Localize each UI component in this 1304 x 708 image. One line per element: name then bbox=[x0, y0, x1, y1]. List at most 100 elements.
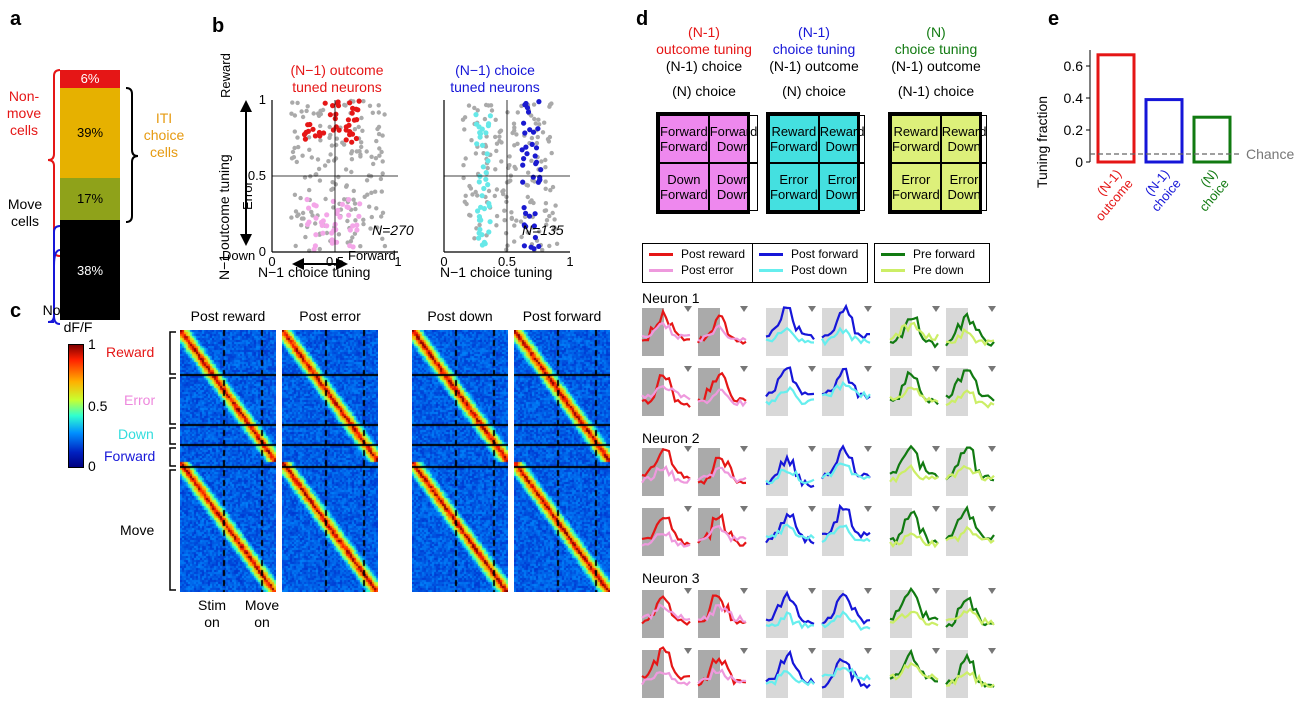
gray-point bbox=[472, 236, 477, 241]
move-marker bbox=[988, 446, 996, 452]
gray-point bbox=[503, 231, 509, 236]
gray-point bbox=[315, 157, 321, 162]
gray-point bbox=[475, 193, 480, 198]
trace-line bbox=[697, 466, 747, 484]
stim-window bbox=[822, 508, 844, 556]
gray-point bbox=[292, 113, 298, 118]
trace-line bbox=[765, 366, 815, 398]
gray-point bbox=[352, 231, 358, 236]
move-marker bbox=[864, 588, 872, 594]
trace-line bbox=[945, 596, 995, 628]
tuned-point bbox=[356, 213, 362, 219]
tuned-point bbox=[475, 208, 481, 214]
gray-point bbox=[502, 208, 507, 213]
gray-point bbox=[494, 187, 500, 192]
gray-point bbox=[512, 143, 517, 148]
tuned-point bbox=[339, 201, 345, 207]
c-col-title-1: Post reward bbox=[190, 308, 266, 324]
tuned-point bbox=[349, 110, 355, 116]
tuned-point bbox=[484, 151, 490, 157]
gray-point bbox=[322, 163, 328, 168]
gray-point bbox=[369, 154, 374, 159]
tuned-point bbox=[331, 227, 337, 233]
gray-point bbox=[537, 229, 542, 234]
move-marker bbox=[808, 366, 816, 372]
tuned-point bbox=[487, 113, 493, 119]
trace-line bbox=[945, 670, 995, 689]
b-forward: Forward bbox=[348, 248, 396, 263]
tuned-point bbox=[310, 126, 316, 132]
gray-point bbox=[379, 189, 384, 194]
move-marker bbox=[932, 648, 940, 654]
gray-point bbox=[504, 199, 509, 204]
move-marker bbox=[740, 506, 748, 512]
matrix-cell: Error Down bbox=[940, 163, 988, 211]
arrow-head-up bbox=[240, 100, 252, 112]
gray-point bbox=[519, 234, 524, 240]
tuned-point bbox=[483, 170, 489, 176]
trace-line bbox=[641, 321, 691, 341]
tuned-point bbox=[343, 137, 349, 143]
trace-line bbox=[641, 646, 691, 681]
tuned-point bbox=[316, 129, 322, 136]
gray-point bbox=[518, 219, 524, 224]
tuned-point bbox=[354, 227, 360, 233]
trace-line bbox=[697, 371, 747, 403]
gray-point bbox=[543, 179, 548, 184]
b-reward: Reward bbox=[218, 53, 233, 98]
move-marker bbox=[864, 306, 872, 312]
gray-point bbox=[553, 203, 558, 208]
gray-point bbox=[353, 218, 358, 223]
arrow-head-down bbox=[240, 234, 252, 246]
stim-window bbox=[698, 448, 720, 496]
tuned-point bbox=[347, 129, 353, 135]
neuron-1-label: Neuron 1 bbox=[642, 290, 700, 306]
trace-line bbox=[641, 603, 691, 621]
gray-point bbox=[494, 213, 500, 219]
trace-line bbox=[821, 380, 871, 400]
gray-point bbox=[350, 235, 355, 240]
gray-point bbox=[494, 148, 499, 154]
tuned-point bbox=[346, 197, 352, 203]
gray-point bbox=[374, 138, 379, 144]
bar-segment: 38% bbox=[60, 220, 120, 320]
gray-point bbox=[536, 117, 541, 122]
move-marker bbox=[684, 648, 692, 654]
gray-point bbox=[543, 186, 548, 191]
trace-line bbox=[945, 464, 995, 482]
gray-point bbox=[514, 218, 519, 223]
tuned-point bbox=[311, 202, 317, 208]
move-marker bbox=[740, 366, 748, 372]
trace-line bbox=[765, 385, 815, 406]
trace-line bbox=[821, 657, 871, 689]
tuned-point bbox=[306, 205, 312, 211]
gray-point bbox=[300, 114, 306, 120]
gray-point bbox=[377, 146, 382, 151]
gray-point bbox=[512, 239, 517, 244]
trace-line bbox=[821, 666, 871, 682]
gray-point bbox=[532, 179, 537, 184]
bar-chart: 0 0.2 0.4 0.6 (N-1)outcome (N-1)choice (N)choi… bbox=[1064, 50, 1294, 224]
gray-point bbox=[535, 134, 540, 140]
tuned-point bbox=[525, 109, 532, 115]
gray-point bbox=[309, 209, 314, 215]
gray-point bbox=[376, 110, 381, 115]
gray-point bbox=[303, 234, 308, 240]
gray-point bbox=[349, 151, 354, 156]
cb-tick-1: 1 bbox=[88, 336, 96, 352]
tuned-point bbox=[353, 135, 359, 142]
tuned-point bbox=[349, 139, 355, 145]
gray-point bbox=[532, 116, 537, 122]
gray-point bbox=[376, 103, 381, 108]
gray-point bbox=[539, 159, 544, 164]
matrix-cell: Error Forward bbox=[891, 163, 941, 211]
trace-line bbox=[821, 503, 871, 540]
gray-point bbox=[361, 217, 366, 222]
gray-point bbox=[331, 205, 336, 210]
x-tick: 1 bbox=[394, 254, 401, 269]
tuned-point bbox=[521, 120, 527, 126]
gray-point bbox=[290, 149, 296, 155]
tuned-point bbox=[481, 185, 487, 192]
d-legend: Pre forward Pre down bbox=[874, 243, 990, 283]
gray-point bbox=[293, 209, 299, 214]
